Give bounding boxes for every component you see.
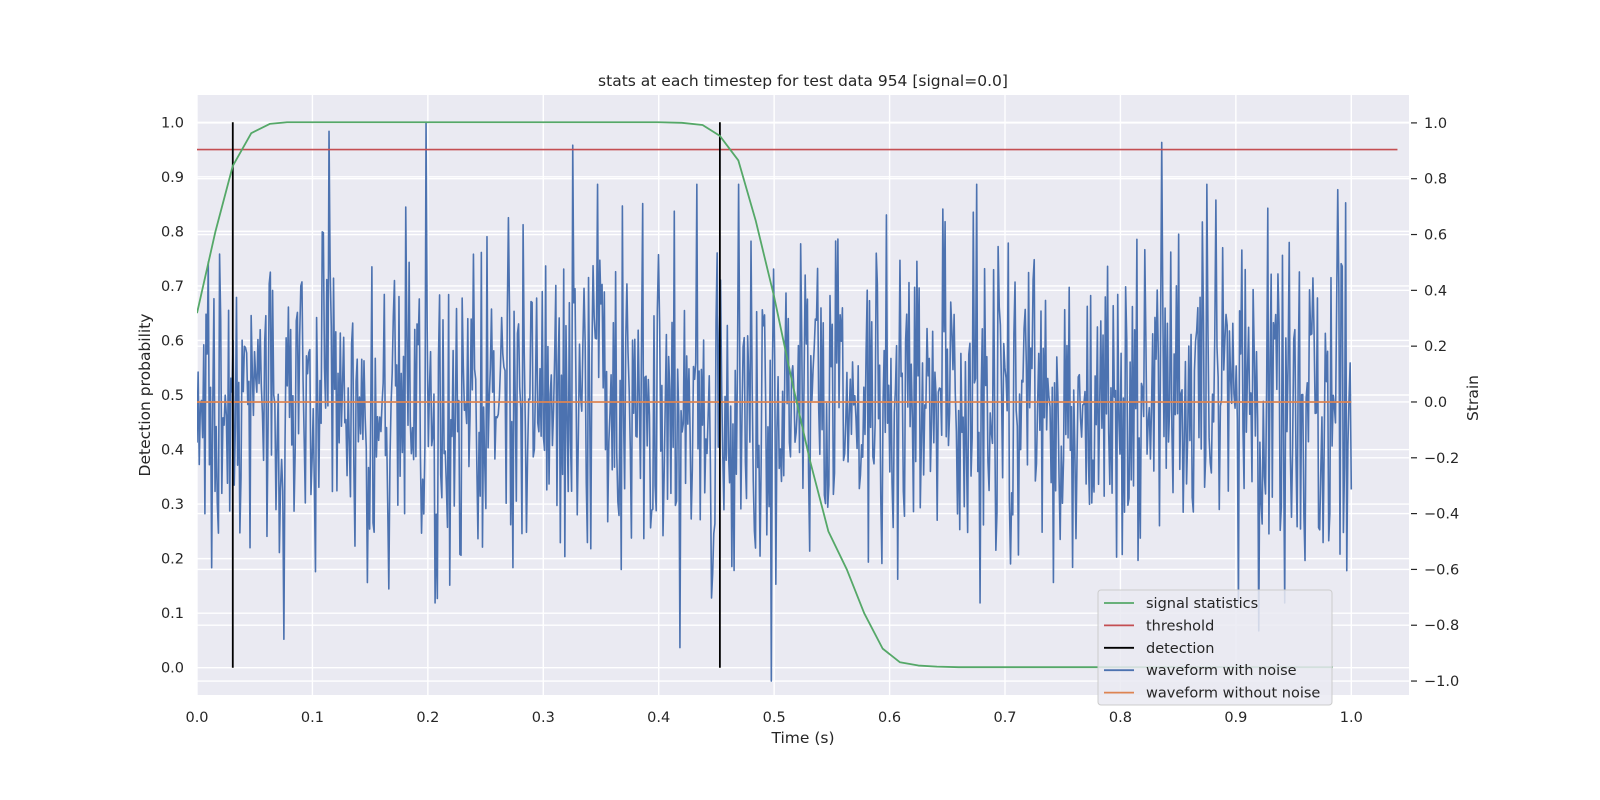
x-tick-label: 0.0	[185, 710, 208, 726]
y-right-tick-label: 0.8	[1424, 172, 1447, 188]
legend-label-1: threshold	[1146, 618, 1214, 634]
y-left-tick-label: 0.7	[161, 279, 184, 295]
x-tick-label: 0.4	[647, 710, 670, 726]
y-right-tick-label: −0.2	[1424, 451, 1459, 467]
y-left-tick-label: 0.5	[161, 388, 184, 404]
x-tick-label: 0.2	[416, 710, 439, 726]
y-right-tick-label: 0.6	[1424, 228, 1447, 244]
x-tick-label: 0.5	[763, 710, 786, 726]
y-axis-right-ticks: −1.0 −0.8 −0.6 −0.4 −0.2 0.0 0.2 0.4 0.6 0.8 1.0	[1411, 116, 1459, 690]
legend: signal statistics threshold detection wavef…	[1097, 589, 1333, 706]
y-right-tick-label: −0.8	[1424, 618, 1459, 634]
x-tick-label: 0.7	[993, 710, 1016, 726]
x-tick-label: 0.1	[301, 710, 324, 726]
y-left-tick-label: 0.2	[161, 552, 184, 568]
x-axis-ticks: 0.0 0.1 0.2 0.3 0.4 0.5 0.6 0.7 0.8 0.9 1.0	[185, 710, 1362, 726]
y-axis-left-ticks: 0.0 0.1 0.2 0.3 0.4 0.5 0.6 0.7 0.8 0.9 1.0	[161, 115, 184, 676]
legend-label-3: waveform with noise	[1146, 663, 1297, 679]
y-right-tick-label: −0.6	[1424, 562, 1459, 578]
y-left-tick-label: 0.3	[161, 497, 184, 513]
series-layer	[197, 121, 1398, 682]
series-waveform-with-noise	[197, 122, 1353, 682]
y-left-tick-label: 0.6	[161, 333, 184, 349]
x-axis-label: Time (s)	[770, 729, 834, 747]
legend-label-4: waveform without noise	[1146, 686, 1320, 702]
y-right-tick-label: −1.0	[1424, 674, 1459, 690]
y-axis-right-label: Strain	[1464, 375, 1482, 421]
chart-title: stats at each timestep for test data 954…	[598, 72, 1008, 90]
x-tick-label: 0.3	[532, 710, 555, 726]
legend-label-2: detection	[1146, 641, 1214, 657]
x-tick-label: 0.6	[878, 710, 901, 726]
y-left-tick-label: 0.8	[161, 224, 184, 240]
x-tick-label: 1.0	[1340, 710, 1363, 726]
y-right-tick-label: 0.2	[1424, 339, 1447, 355]
y-left-tick-label: 0.4	[161, 443, 184, 459]
y-right-tick-label: 1.0	[1424, 116, 1447, 132]
y-left-tick-label: 0.1	[161, 606, 184, 622]
y-left-tick-label: 1.0	[161, 115, 184, 131]
y-axis-left-label: Detection probability	[136, 314, 154, 477]
series-signal-statistics	[197, 121, 1333, 669]
y-right-tick-label: 0.0	[1424, 395, 1447, 411]
x-tick-label: 0.8	[1109, 710, 1132, 726]
y-right-tick-label: −0.4	[1424, 507, 1459, 523]
x-tick-label: 0.9	[1224, 710, 1247, 726]
y-left-tick-label: 0.0	[161, 661, 184, 677]
legend-label-0: signal statistics	[1146, 596, 1258, 612]
legend-box	[1097, 589, 1333, 706]
y-right-tick-label: 0.4	[1424, 283, 1447, 299]
y-left-tick-label: 0.9	[161, 170, 184, 186]
